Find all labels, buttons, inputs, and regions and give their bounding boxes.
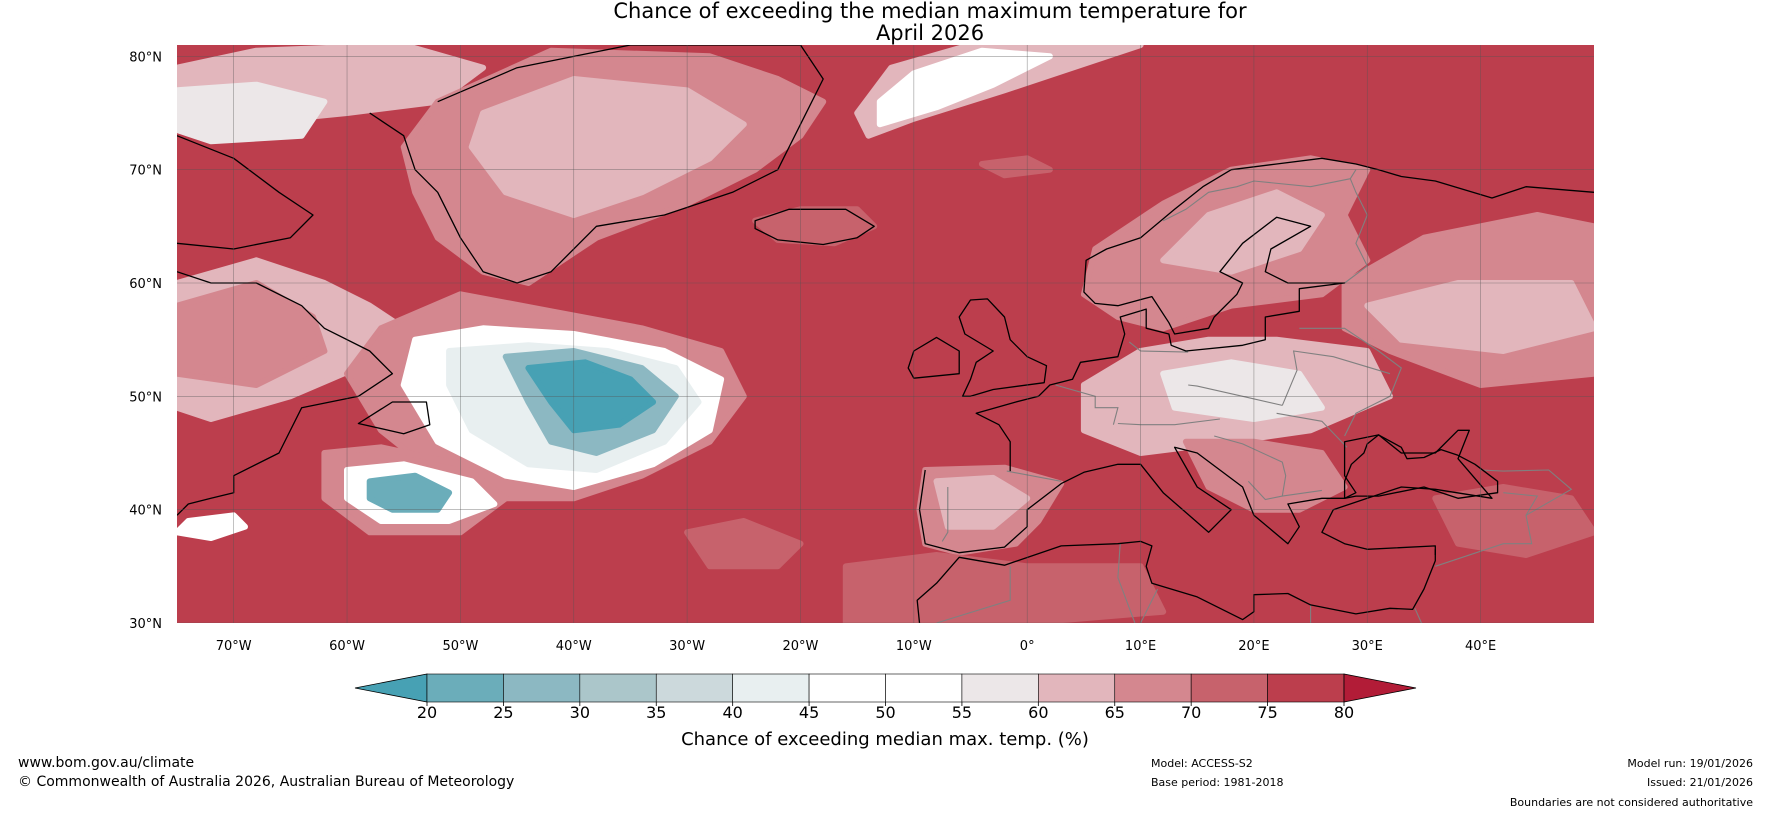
probability-region-east-anatolia <box>1432 484 1594 558</box>
coastline-black-sea-coast <box>1343 434 1499 499</box>
colorbar-extend-low <box>354 673 428 703</box>
colorbar-tick-label: 20 <box>417 703 437 722</box>
longitude-tick-label: 30°E <box>1352 639 1383 654</box>
coastline-iceland-coast <box>754 208 875 246</box>
longitude-tick-label: 10°E <box>1125 639 1156 654</box>
issued-date: Issued: 21/01/2026 <box>1646 776 1753 789</box>
colorbar-tick-label: 45 <box>799 703 819 722</box>
latitude-tick-label: 50°N <box>129 390 162 405</box>
colorbar-tick-label: 50 <box>875 703 895 722</box>
country-border <box>1117 418 1220 426</box>
colorbar-segment <box>655 673 733 703</box>
colorbar-segment <box>503 673 581 703</box>
map-axes: 80°N 70°N 60°N 50°N 40°N 30°N 70°W 60°W 50°W 40°W… <box>129 50 1496 654</box>
probability-region-mid-atlantic-patch <box>684 518 804 570</box>
country-border <box>1006 470 1062 482</box>
country-border <box>941 487 949 542</box>
website-url: www.bom.gov.au/climate <box>18 755 195 771</box>
colorbar-extend-high <box>1343 673 1417 703</box>
colorbar: 20 25 30 35 40 45 50 55 60 65 70 75 80 Chance of exce… <box>354 673 1417 750</box>
longitude-tick-label: 30°W <box>669 639 705 654</box>
chart-title-line-1: Chance of exceeding the median maximum t… <box>613 0 1247 23</box>
copyright-notice: © Commonwealth of Australia 2026, Austra… <box>18 774 515 790</box>
colorbar-tick-label: 55 <box>952 703 972 722</box>
country-border <box>1055 384 1119 425</box>
country-border <box>1414 608 1423 623</box>
longitude-tick-label: 20°W <box>783 639 819 654</box>
latitude-tick-label: 60°N <box>129 277 162 292</box>
base-period: Base period: 1981-2018 <box>1151 776 1284 789</box>
colorbar-segment <box>1114 673 1192 703</box>
probability-region-sahara-west <box>842 552 1167 623</box>
model-name: Model: ACCESS-S2 <box>1151 757 1253 770</box>
longitude-tick-label: 60°W <box>329 639 365 654</box>
colorbar-tick-label: 30 <box>570 703 590 722</box>
coastline-ireland-coast <box>907 336 960 379</box>
coastline-north-africa-coast <box>916 540 1436 623</box>
colorbar-segment <box>1038 673 1116 703</box>
latitude-tick-label: 40°N <box>129 504 162 519</box>
country-border <box>1140 588 1159 623</box>
model-run-date: Model run: 19/01/2026 <box>1627 757 1753 770</box>
colorbar-segment <box>961 673 1039 703</box>
country-border <box>1435 492 1539 567</box>
longitude-tick-label: 40°W <box>556 639 592 654</box>
country-border <box>1214 435 1287 497</box>
probability-region-iberia-light <box>933 474 1031 530</box>
longitude-tick-label: 40°E <box>1465 639 1496 654</box>
coastline-great-britain-coast <box>958 298 1048 397</box>
colorbar-segment <box>808 673 886 703</box>
colorbar-tick-label: 80 <box>1334 703 1354 722</box>
probability-region-scandinavia-light <box>1160 189 1325 275</box>
longitude-tick-label: 50°W <box>442 639 478 654</box>
colorbar-segment <box>426 673 504 703</box>
colorbar-tick-label: 65 <box>1105 703 1125 722</box>
country-border <box>1344 178 1368 284</box>
colorbar-tick-label: 60 <box>1028 703 1048 722</box>
country-border <box>1188 384 1283 406</box>
coastline-newfoundland-coast <box>357 401 431 435</box>
country-border <box>1276 412 1348 448</box>
probability-region-hatteras-white <box>177 512 248 541</box>
colorbar-tick-label: 35 <box>646 703 666 722</box>
colorbar-segment <box>1190 673 1268 703</box>
longitude-tick-label: 70°W <box>216 639 252 654</box>
country-border <box>1247 480 1322 501</box>
chart-title-line-2: April 2026 <box>875 21 985 45</box>
country-border <box>1480 469 1573 516</box>
colorbar-tick-label: 40 <box>722 703 742 722</box>
colorbar-label: Chance of exceeding median max. temp. (%… <box>681 729 1089 750</box>
coastline-europe-coast <box>918 429 1493 555</box>
colorbar-tick-label: 75 <box>1257 703 1277 722</box>
colorbar-tick-label: 70 <box>1181 703 1201 722</box>
country-border <box>1281 350 1391 406</box>
country-border <box>1162 169 1357 222</box>
colorbar-segment <box>579 673 657 703</box>
colorbar-segment <box>1267 673 1345 703</box>
boundaries-disclaimer: Boundaries are not considered authoritat… <box>1509 796 1753 809</box>
longitude-tick-label: 0° <box>1020 639 1035 654</box>
colorbar-segment <box>732 673 810 703</box>
country-border <box>936 566 1011 623</box>
longitude-tick-label: 10°W <box>896 639 932 654</box>
map-plot-area <box>177 45 1594 623</box>
probability-region-central-europe-light <box>1160 359 1325 422</box>
colorbar-tick-label: 25 <box>493 703 513 722</box>
latitude-tick-label: 70°N <box>129 164 162 179</box>
colorbar-segment <box>885 673 963 703</box>
latitude-tick-label: 80°N <box>129 50 162 65</box>
latitude-tick-label: 30°N <box>129 617 162 632</box>
probability-region-baffin-light <box>177 81 328 145</box>
country-border <box>1299 327 1402 437</box>
coastline-greenland-coast <box>369 45 824 284</box>
country-border <box>1117 543 1136 623</box>
longitude-tick-label: 20°E <box>1238 639 1269 654</box>
